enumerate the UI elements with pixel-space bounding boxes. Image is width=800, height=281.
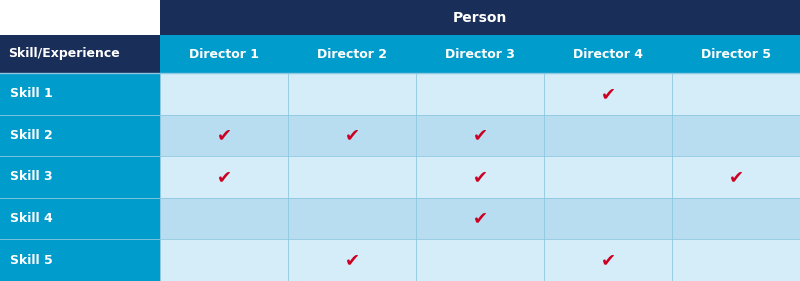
Text: Skill 1: Skill 1	[10, 87, 53, 100]
Text: ✔: ✔	[473, 126, 487, 144]
FancyBboxPatch shape	[544, 239, 672, 281]
Text: Director 5: Director 5	[701, 47, 771, 60]
FancyBboxPatch shape	[416, 115, 544, 156]
Text: Director 4: Director 4	[573, 47, 643, 60]
Text: Skill/Experience: Skill/Experience	[8, 47, 120, 60]
FancyBboxPatch shape	[160, 239, 288, 281]
FancyBboxPatch shape	[544, 73, 672, 115]
Text: ✔: ✔	[473, 168, 487, 186]
Text: Skill 5: Skill 5	[10, 254, 53, 267]
FancyBboxPatch shape	[160, 198, 288, 239]
FancyBboxPatch shape	[288, 35, 416, 73]
Text: ✔: ✔	[473, 210, 487, 228]
Text: ✔: ✔	[345, 126, 359, 144]
Text: Director 3: Director 3	[445, 47, 515, 60]
FancyBboxPatch shape	[672, 198, 800, 239]
Text: Director 2: Director 2	[317, 47, 387, 60]
FancyBboxPatch shape	[0, 115, 160, 156]
Text: Skill 4: Skill 4	[10, 212, 53, 225]
Text: Skill 3: Skill 3	[10, 171, 53, 183]
FancyBboxPatch shape	[0, 156, 160, 198]
FancyBboxPatch shape	[544, 156, 672, 198]
Text: ✔: ✔	[345, 251, 359, 269]
FancyBboxPatch shape	[288, 156, 416, 198]
Text: Person: Person	[453, 10, 507, 24]
FancyBboxPatch shape	[160, 0, 800, 35]
Text: ✔: ✔	[601, 85, 615, 103]
FancyBboxPatch shape	[0, 35, 160, 73]
FancyBboxPatch shape	[416, 198, 544, 239]
FancyBboxPatch shape	[672, 73, 800, 115]
FancyBboxPatch shape	[288, 73, 416, 115]
FancyBboxPatch shape	[672, 239, 800, 281]
FancyBboxPatch shape	[160, 73, 288, 115]
FancyBboxPatch shape	[160, 35, 288, 73]
FancyBboxPatch shape	[416, 35, 544, 73]
FancyBboxPatch shape	[0, 198, 160, 239]
FancyBboxPatch shape	[0, 239, 160, 281]
FancyBboxPatch shape	[416, 73, 544, 115]
FancyBboxPatch shape	[160, 156, 288, 198]
FancyBboxPatch shape	[160, 115, 288, 156]
Text: ✔: ✔	[217, 126, 231, 144]
Text: ✔: ✔	[217, 168, 231, 186]
FancyBboxPatch shape	[416, 239, 544, 281]
Text: Skill 2: Skill 2	[10, 129, 53, 142]
FancyBboxPatch shape	[288, 115, 416, 156]
FancyBboxPatch shape	[416, 156, 544, 198]
FancyBboxPatch shape	[0, 73, 160, 115]
FancyBboxPatch shape	[672, 115, 800, 156]
FancyBboxPatch shape	[672, 35, 800, 73]
FancyBboxPatch shape	[544, 35, 672, 73]
FancyBboxPatch shape	[288, 198, 416, 239]
FancyBboxPatch shape	[544, 198, 672, 239]
FancyBboxPatch shape	[544, 115, 672, 156]
Text: ✔: ✔	[601, 251, 615, 269]
Text: ✔: ✔	[729, 168, 743, 186]
Text: Director 1: Director 1	[189, 47, 259, 60]
FancyBboxPatch shape	[672, 156, 800, 198]
FancyBboxPatch shape	[288, 239, 416, 281]
